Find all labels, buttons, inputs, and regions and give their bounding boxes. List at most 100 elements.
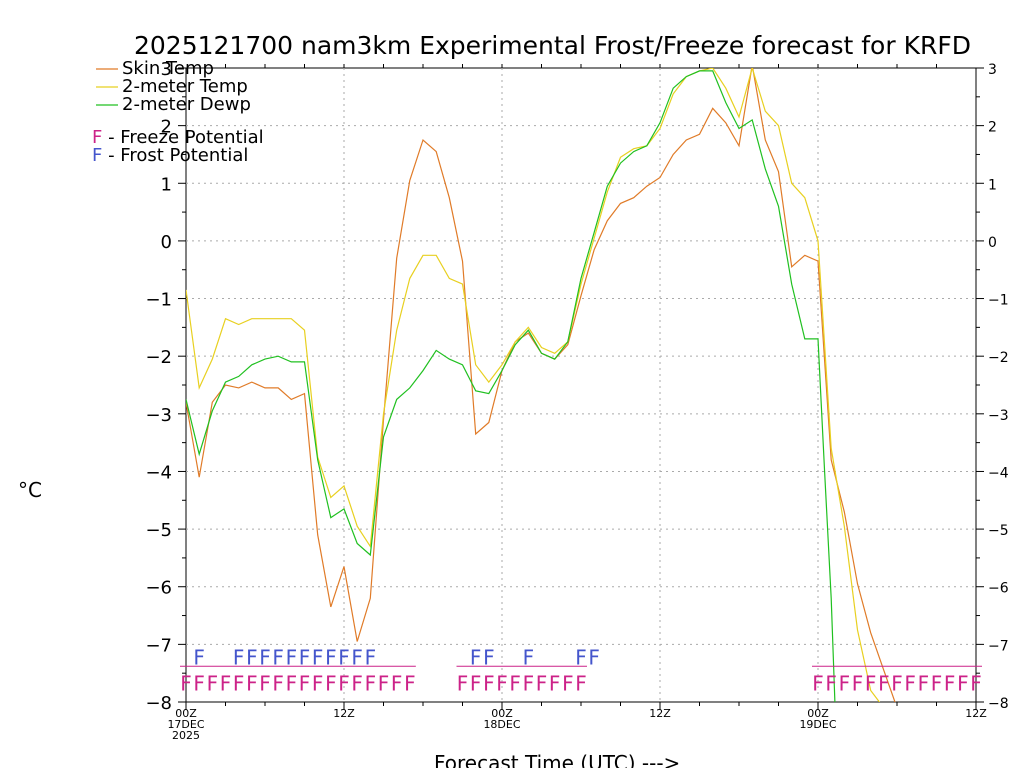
y-tick-label-right: −5 <box>988 523 1009 539</box>
freeze-marker: F <box>338 671 350 695</box>
y-tick-label: 3 <box>161 59 172 80</box>
frost-marker: F <box>286 646 298 670</box>
y-tick-label-right: 0 <box>988 235 997 251</box>
x-tick-label: 12Z <box>649 707 671 720</box>
y-tick-label-right: −3 <box>988 408 1009 424</box>
freeze-marker: F <box>562 671 574 695</box>
legend-entry: 2-meter Dewp <box>122 94 251 115</box>
freeze-marker: F <box>404 671 416 695</box>
y-tick-label: −8 <box>145 693 172 714</box>
frost-marker: F <box>312 646 324 670</box>
frost-marker: F <box>523 646 535 670</box>
freeze-marker: F <box>220 671 232 695</box>
freeze-marker: F <box>878 671 890 695</box>
freeze-marker: F <box>496 671 508 695</box>
y-tick-label-right: −6 <box>988 581 1009 597</box>
freeze-marker: F <box>299 671 311 695</box>
freeze-marker: F <box>457 671 469 695</box>
freeze-marker: F <box>312 671 324 695</box>
freeze-marker: F <box>523 671 535 695</box>
x-tick-label: 2025 <box>172 729 200 742</box>
y-tick-label-right: −1 <box>988 293 1009 309</box>
freeze-marker: F <box>865 671 877 695</box>
x-tick-label: 12Z <box>965 707 987 720</box>
freeze-marker: F <box>207 671 219 695</box>
y-tick-label-right: −7 <box>988 638 1009 654</box>
y-tick-label: −3 <box>145 405 172 426</box>
freeze-marker: F <box>825 671 837 695</box>
y-tick-label: −2 <box>145 347 172 368</box>
freeze-marker: F <box>193 671 205 695</box>
freeze-marker: F <box>852 671 864 695</box>
y-tick-label: −4 <box>145 462 172 483</box>
y-tick-label-right: −8 <box>988 696 1009 712</box>
series-line-2-meter-dewp <box>186 70 836 702</box>
freeze-marker: F <box>483 671 495 695</box>
frost-marker: F <box>325 646 337 670</box>
frost-marker: F <box>483 646 495 670</box>
freeze-marker: F <box>259 671 271 695</box>
x-tick-label: 00Z <box>807 707 829 720</box>
freeze-marker: F <box>918 671 930 695</box>
y-tick-label: −7 <box>145 635 172 656</box>
frost-marker: F <box>470 646 482 670</box>
x-tick-label: 00Z <box>175 707 197 720</box>
freeze-marker: F <box>839 671 851 695</box>
y-tick-label: −1 <box>145 290 172 311</box>
freeze-marker: F <box>233 671 245 695</box>
x-tick-label: 00Z <box>491 707 513 720</box>
freeze-marker: F <box>325 671 337 695</box>
freeze-marker: F <box>509 671 521 695</box>
y-axis-ticks: −8 −8 −7 −7 −6 −6 −5 −5 −4 −4 −3 −3 −2 −2 −1 −1 0 0 1 1 2 2 3 3 <box>145 59 1008 714</box>
freeze-marker: F <box>970 671 982 695</box>
y-tick-label: −5 <box>145 520 172 541</box>
freeze-marker: F <box>286 671 298 695</box>
freeze-marker: F <box>904 671 916 695</box>
x-tick-label: 17DEC <box>167 718 204 731</box>
freeze-marker: F <box>957 671 969 695</box>
series-line-skin-temp <box>186 68 896 702</box>
freeze-marker: F <box>575 671 587 695</box>
freeze-marker: F <box>351 671 363 695</box>
legend-entry: 2-meter Temp <box>122 76 248 97</box>
frost-marker: F <box>233 646 245 670</box>
freeze-marker: F <box>536 671 548 695</box>
frost-marker: F <box>365 646 377 670</box>
y-tick-label-right: −4 <box>988 465 1009 481</box>
legend-entry: Skin Temp <box>122 58 214 79</box>
y-tick-label: 2 <box>161 117 172 138</box>
freeze-marker: F <box>365 671 377 695</box>
freeze-marker: F <box>931 671 943 695</box>
freeze-marker: F <box>944 671 956 695</box>
freeze-marker: F <box>391 671 403 695</box>
y-tick-label: 0 <box>161 232 172 253</box>
chart-title: 2025121700 nam3km Experimental Frost/Fre… <box>134 31 971 60</box>
grid-lines <box>186 68 976 702</box>
frost-marker: F <box>272 646 284 670</box>
plot-frame <box>185 67 977 703</box>
freeze-marker: F <box>549 671 561 695</box>
frost-marker: F <box>246 646 258 670</box>
frost-marker: F <box>588 646 600 670</box>
freeze-marker: F <box>378 671 390 695</box>
freeze-marker: F <box>180 671 192 695</box>
y-tick-label-right: 1 <box>988 177 997 193</box>
x-axis-label: Forecast Time (UTC) ---> <box>434 751 680 768</box>
potential-legend-entry: F - Frost Potential <box>92 145 248 166</box>
y-tick-label-right: 3 <box>988 62 997 78</box>
freeze-marker: F <box>272 671 284 695</box>
freeze-marker: F <box>812 671 824 695</box>
freeze-marker: F <box>246 671 258 695</box>
x-tick-label: 12Z <box>333 707 355 720</box>
y-tick-label: 1 <box>161 174 172 195</box>
potential-legend-entry: F - Freeze Potential <box>92 127 264 148</box>
series-line-2-meter-temp <box>186 68 881 702</box>
y-tick-label: −6 <box>145 578 172 599</box>
frost-marker: F <box>575 646 587 670</box>
frost-marker: F <box>193 646 205 670</box>
